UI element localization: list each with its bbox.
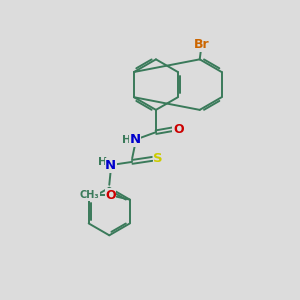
Text: H: H <box>122 135 131 145</box>
Text: H: H <box>98 158 107 167</box>
Text: Br: Br <box>194 38 209 51</box>
Text: N: N <box>130 133 141 146</box>
Text: O: O <box>173 123 184 136</box>
Text: S: S <box>153 152 163 165</box>
Text: CH₃: CH₃ <box>80 190 100 200</box>
Text: N: N <box>105 159 116 172</box>
Text: O: O <box>105 189 116 202</box>
